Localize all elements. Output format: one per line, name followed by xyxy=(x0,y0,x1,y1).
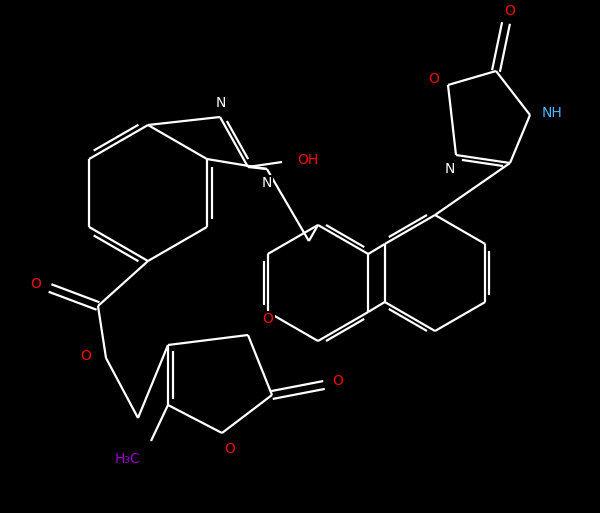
Text: N: N xyxy=(262,176,272,190)
Text: O: O xyxy=(80,349,91,363)
Text: OH: OH xyxy=(298,153,319,167)
Text: O: O xyxy=(263,312,274,326)
Text: N: N xyxy=(216,96,226,110)
Text: N: N xyxy=(445,162,455,176)
Text: O: O xyxy=(505,4,515,18)
Text: NH: NH xyxy=(542,106,562,120)
Text: O: O xyxy=(428,72,439,86)
Text: O: O xyxy=(224,442,235,456)
Text: O: O xyxy=(31,277,41,291)
Text: H₃C: H₃C xyxy=(115,452,141,466)
Text: O: O xyxy=(332,374,343,388)
